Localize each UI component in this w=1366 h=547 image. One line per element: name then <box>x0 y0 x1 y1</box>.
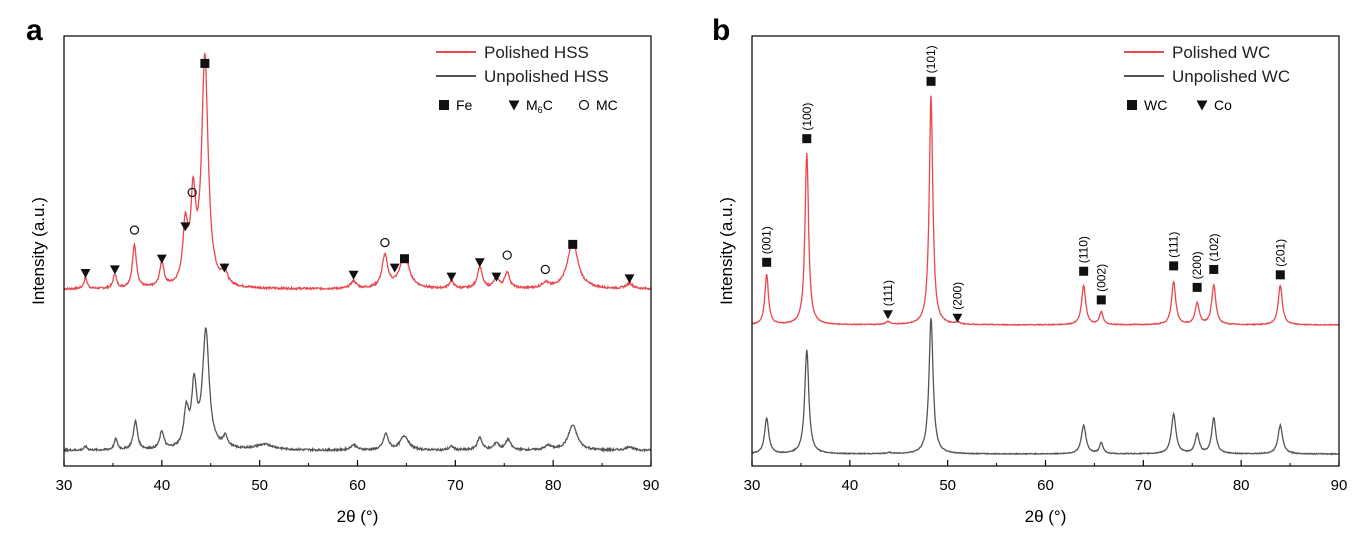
square-peak-marker <box>1096 295 1106 305</box>
square-legend-icon <box>1127 100 1137 110</box>
y-axis-title: Intensity (a.u.) <box>717 197 736 305</box>
triangle-peak-marker <box>180 222 191 232</box>
square-peak-marker <box>802 134 812 144</box>
legend-label: Polished WC <box>1172 43 1270 62</box>
circle-peak-marker <box>502 250 512 260</box>
x-axis-title: 2θ (°) <box>1025 507 1067 526</box>
square-peak-marker <box>1192 282 1202 292</box>
peak-hkl-label: (102) <box>1207 233 1221 261</box>
peak-hkl-label: (201) <box>1273 239 1287 267</box>
x-tick-label: 40 <box>153 477 170 494</box>
x-tick-label: 30 <box>56 477 73 494</box>
x-tick-label: 90 <box>643 477 660 494</box>
square-peak-marker <box>399 254 409 264</box>
triangle-peak-marker <box>219 263 230 273</box>
peak-hkl-label: (100) <box>800 103 814 131</box>
square-peak-marker <box>1169 261 1179 271</box>
peak-hkl-label: (110) <box>1077 236 1091 263</box>
panel-label: a <box>26 14 43 47</box>
legend-label: Unpolished HSS <box>484 67 609 86</box>
triangle-peak-marker <box>491 272 502 282</box>
peak-hkl-label: (200) <box>950 282 964 310</box>
triangle-peak-marker <box>80 268 91 278</box>
marker-legend-label: Co <box>1214 97 1232 113</box>
marker-legend-label: MC <box>596 97 618 113</box>
chart-panel-a: a 30 40 50 60 70 80 90 2θ (°) Intensity (a.u.) Pol… <box>26 14 659 526</box>
circle-peak-marker <box>187 187 197 198</box>
legend-label: Polished HSS <box>484 43 589 62</box>
square-peak-marker <box>1275 270 1285 280</box>
x-tick-label: 80 <box>1233 477 1250 494</box>
peak-hkl-label: (111) <box>1167 232 1181 258</box>
x-tick-label: 30 <box>744 477 761 494</box>
y-axis-title: Intensity (a.u.) <box>29 197 48 305</box>
marker-legend-label: M6C <box>526 97 553 115</box>
x-tick-label: 90 <box>1331 477 1348 494</box>
x-tick-label: 50 <box>251 477 268 494</box>
x-tick-label: 70 <box>1135 477 1152 494</box>
triangle-peak-marker <box>156 254 167 264</box>
legend-label: Unpolished WC <box>1172 67 1290 86</box>
chart-panel-b: b 30 40 50 60 70 80 90 2θ (°) Intensity (a.u.) Pol… <box>712 14 1347 526</box>
triangle-peak-marker <box>389 263 400 273</box>
circle-legend-icon <box>578 99 590 111</box>
series-line-polished-hss <box>63 52 652 292</box>
x-tick-label: 80 <box>545 477 562 494</box>
peak-hkl-label: (001) <box>760 226 774 254</box>
triangle-peak-marker <box>474 258 485 268</box>
circle-peak-marker <box>540 264 550 275</box>
square-peak-marker <box>1209 264 1219 274</box>
square-legend-icon <box>439 100 449 110</box>
square-peak-marker <box>200 58 210 68</box>
triangle-peak-marker <box>883 310 893 320</box>
circle-peak-marker <box>380 237 390 248</box>
triangle-legend-icon <box>1196 100 1208 111</box>
series-line-unpolished-wc <box>751 318 1340 456</box>
series-line-polished-wc <box>751 95 1340 327</box>
triangle-peak-marker <box>348 270 359 280</box>
triangle-legend-icon <box>508 100 520 111</box>
triangle-peak-marker <box>624 274 635 284</box>
x-tick-label: 50 <box>939 477 956 494</box>
x-tick-label: 60 <box>349 477 366 494</box>
triangle-peak-marker <box>952 313 963 323</box>
x-tick-label: 70 <box>447 477 464 494</box>
square-peak-marker <box>762 257 772 267</box>
series-line-unpolished-hss <box>63 327 652 453</box>
x-axis-title: 2θ (°) <box>337 507 379 526</box>
peak-hkl-label: (101) <box>924 45 938 73</box>
x-tick-label: 40 <box>841 477 858 494</box>
plot-frame <box>751 35 1340 467</box>
marker-legend-label: Fe <box>456 97 473 113</box>
plot-frame <box>63 35 652 467</box>
square-peak-marker <box>1079 266 1089 276</box>
marker-legend-label: WC <box>1144 97 1167 113</box>
circle-peak-marker <box>129 225 140 235</box>
peak-hkl-label: (200) <box>1190 251 1204 279</box>
peak-hkl-label: (111) <box>881 280 895 306</box>
triangle-peak-marker <box>446 272 457 282</box>
peak-hkl-label: (002) <box>1094 264 1108 292</box>
square-peak-marker <box>568 239 578 249</box>
x-tick-label: 60 <box>1037 477 1054 494</box>
panel-label: b <box>712 14 730 47</box>
triangle-peak-marker <box>109 265 120 275</box>
square-peak-marker <box>926 76 936 86</box>
